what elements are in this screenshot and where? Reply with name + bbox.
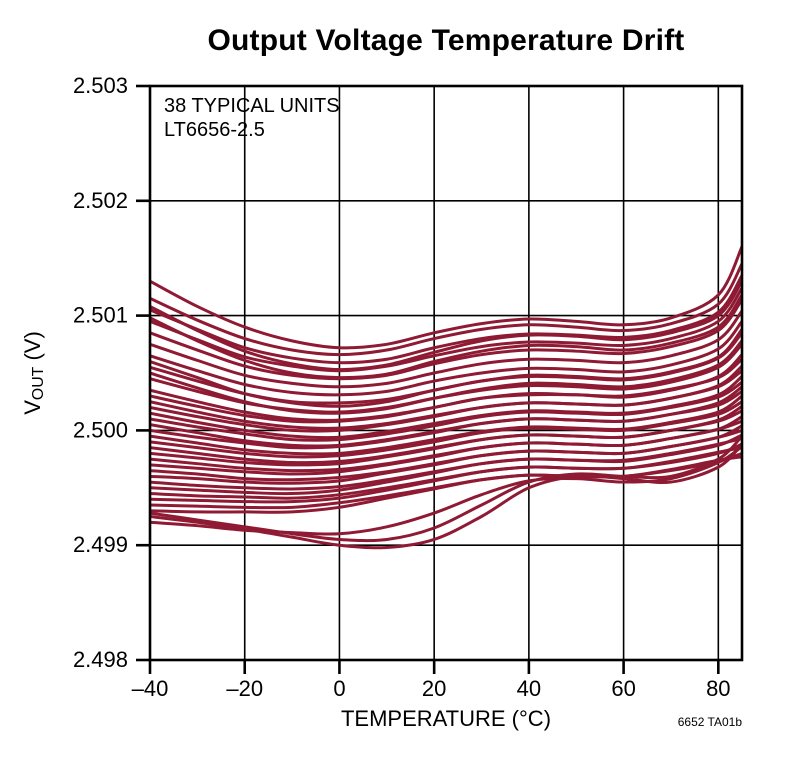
y-tick-label: 2.502: [73, 188, 128, 213]
y-tick-label: 2.503: [73, 73, 128, 98]
figure-id: 6652 TA01b: [678, 715, 743, 729]
x-tick-label: –20: [226, 676, 263, 701]
x-axis-label: TEMPERATURE (°C): [341, 706, 551, 731]
x-tick-label: 40: [517, 676, 541, 701]
annotation-line: 38 TYPICAL UNITS: [164, 95, 340, 117]
y-tick-label: 2.499: [73, 532, 128, 557]
y-tick-label: 2.501: [73, 303, 128, 328]
y-tick-label: 2.500: [73, 417, 128, 442]
y-tick-label: 2.498: [73, 647, 128, 672]
chart-title: Output Voltage Temperature Drift: [208, 24, 685, 57]
x-tick-label: 80: [706, 676, 730, 701]
x-tick-label: 0: [333, 676, 345, 701]
chart-stage: Output Voltage Temperature Drift –40 –20 0 2…: [0, 0, 810, 760]
chart-svg: Output Voltage Temperature Drift –40 –20 0 2…: [0, 0, 810, 760]
x-tick-label: 60: [611, 676, 635, 701]
x-tick-label: –40: [132, 676, 169, 701]
annotation-line: LT6656-2.5: [164, 119, 265, 141]
x-tick-label: 20: [422, 676, 446, 701]
